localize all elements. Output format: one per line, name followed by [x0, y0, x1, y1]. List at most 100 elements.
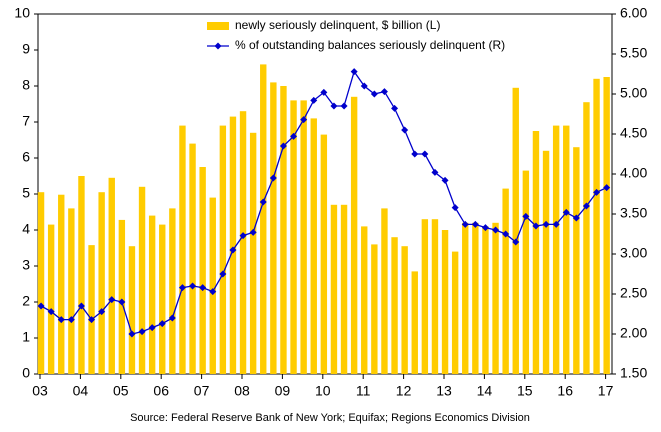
bar — [330, 204, 338, 374]
marker — [522, 212, 530, 220]
marker — [178, 284, 186, 292]
bar — [552, 125, 560, 374]
bar — [512, 87, 519, 375]
bar — [542, 150, 550, 374]
x-tick-label: 15 — [517, 383, 533, 399]
x-tick-label: 17 — [598, 383, 614, 399]
x-tick-label: 08 — [234, 383, 250, 399]
bar — [361, 226, 368, 374]
marker — [451, 204, 459, 212]
bar — [199, 167, 206, 374]
marker — [502, 230, 510, 238]
y2-tick-label: 5.50 — [620, 45, 647, 61]
bar — [128, 246, 136, 374]
bar — [47, 224, 55, 374]
marker — [391, 104, 399, 112]
y-tick-label: 8 — [22, 77, 30, 93]
bar — [169, 208, 176, 374]
y-tick-label: 3 — [22, 257, 30, 273]
marker — [98, 308, 106, 316]
bar — [37, 192, 45, 374]
marker — [492, 226, 500, 234]
marker — [441, 176, 449, 184]
bar — [270, 82, 277, 375]
legend-marker — [214, 42, 222, 50]
marker — [572, 214, 580, 222]
x-tick-label: 11 — [356, 383, 371, 399]
marker — [411, 150, 419, 158]
bar — [411, 271, 418, 374]
bar — [441, 230, 449, 374]
bar — [603, 77, 610, 374]
bar — [482, 226, 489, 374]
marker — [269, 174, 277, 182]
marker — [431, 168, 439, 176]
x-tick-label: 04 — [73, 383, 89, 399]
marker — [219, 270, 227, 278]
bar — [138, 186, 146, 374]
marker — [158, 320, 166, 328]
x-tick-label: 14 — [477, 383, 493, 399]
marker — [401, 126, 409, 134]
x-tick-label: 03 — [32, 383, 48, 399]
marker — [562, 208, 570, 216]
marker — [300, 116, 308, 124]
marker — [330, 102, 338, 110]
bar — [68, 208, 75, 374]
bar — [280, 86, 287, 374]
bar — [532, 131, 540, 374]
y2-tick-label: 2.50 — [620, 285, 647, 301]
marker — [249, 228, 257, 236]
marker — [350, 68, 358, 76]
marker — [582, 202, 590, 210]
bar — [350, 96, 358, 375]
x-tick-label: 09 — [275, 383, 291, 399]
bar — [421, 219, 429, 374]
marker — [320, 88, 328, 96]
y2-tick-label: 6.00 — [620, 5, 647, 21]
marker — [199, 284, 207, 292]
marker — [532, 222, 540, 230]
bar — [593, 78, 600, 375]
marker — [542, 220, 550, 228]
bar — [431, 219, 439, 374]
marker — [290, 132, 298, 140]
marker — [370, 90, 378, 98]
bar — [219, 125, 227, 374]
legend-label: % of outstanding balances seriously deli… — [235, 38, 505, 52]
bar — [472, 222, 479, 374]
marker — [47, 308, 55, 316]
y-tick-label: 6 — [22, 149, 30, 165]
marker — [603, 184, 611, 192]
marker — [108, 296, 116, 304]
bar — [583, 102, 590, 374]
marker — [138, 328, 146, 336]
y2-tick-label: 4.00 — [620, 165, 647, 181]
bar — [492, 222, 499, 374]
marker — [168, 314, 176, 322]
bar — [159, 224, 166, 374]
marker — [148, 324, 156, 332]
bar — [451, 251, 459, 374]
bar — [563, 125, 570, 374]
marker — [189, 282, 197, 290]
y2-tick-label: 5.00 — [620, 85, 647, 101]
x-tick-label: 07 — [194, 383, 210, 399]
marker — [239, 232, 247, 240]
bar — [401, 246, 408, 374]
x-tick-label: 16 — [557, 383, 573, 399]
y-tick-label: 5 — [22, 185, 30, 201]
bar — [148, 215, 156, 374]
marker — [229, 246, 237, 254]
marker — [471, 220, 479, 228]
marker — [481, 224, 489, 232]
y2-tick-label: 3.00 — [620, 245, 647, 261]
bar — [462, 222, 469, 374]
marker — [461, 220, 469, 228]
bar — [58, 194, 65, 374]
x-tick-label: 10 — [315, 383, 331, 399]
bar — [98, 192, 105, 374]
bar — [260, 64, 267, 375]
y-tick-label: 9 — [22, 41, 30, 57]
